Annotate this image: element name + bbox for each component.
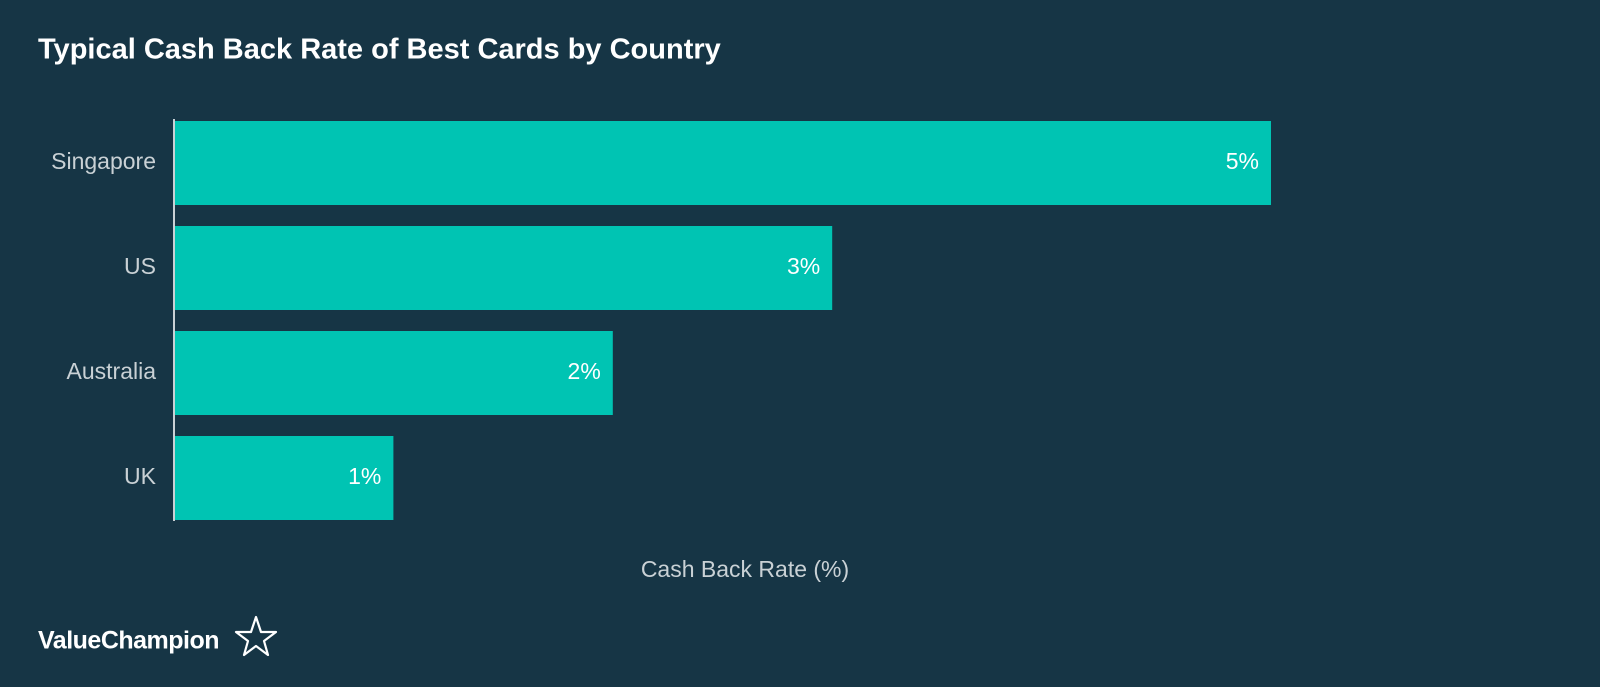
x-axis-label: Cash Back Rate (%) (641, 556, 849, 582)
bar (174, 121, 1271, 205)
category-label: Australia (67, 358, 157, 384)
brand: ValueChampion (38, 627, 219, 655)
bar (174, 331, 613, 415)
bar (174, 436, 394, 520)
bar (174, 226, 833, 310)
category-label: US (124, 253, 156, 279)
chart-title: Typical Cash Back Rate of Best Cards by … (38, 34, 721, 66)
category-label: Singapore (51, 148, 156, 174)
brand-star (234, 615, 278, 657)
category-label: UK (124, 463, 157, 489)
value-label: 5% (1226, 148, 1259, 174)
value-label: 1% (348, 463, 381, 489)
value-label: 3% (787, 253, 820, 279)
value-label: 2% (568, 358, 601, 384)
